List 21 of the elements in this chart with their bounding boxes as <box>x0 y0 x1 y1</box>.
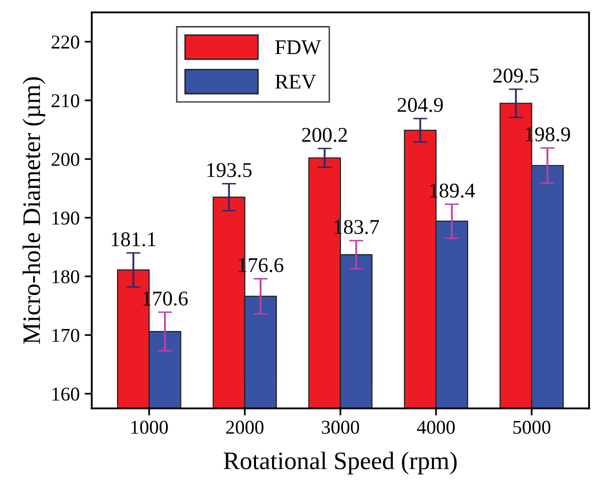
data-label: 200.2 <box>302 128 347 142</box>
y-tick-label: 190 <box>52 212 80 225</box>
x-tick-label: 4000 <box>416 420 455 434</box>
y-tick-label: 220 <box>52 36 80 49</box>
x-tick-label: 5000 <box>513 420 550 434</box>
x-axis-title: Rotational Speed (rpm) <box>224 452 457 474</box>
data-label: 181.1 <box>112 232 156 246</box>
y-tick-label: 170 <box>52 328 80 342</box>
data-label: 204.9 <box>398 98 443 112</box>
x-tick-label: 3000 <box>322 420 360 434</box>
x-tick-label: 2000 <box>226 420 264 434</box>
data-label: 209.5 <box>493 68 539 83</box>
y-tick-label: 200 <box>52 152 80 166</box>
y-tick-label: 180 <box>52 270 80 284</box>
x-tick-label: 1000 <box>131 420 168 434</box>
data-label: 193.5 <box>207 163 252 178</box>
legend-label: FDW <box>275 40 321 54</box>
y-tick-label: 210 <box>52 94 80 108</box>
y-tick-label: 160 <box>52 388 80 401</box>
legend-label: REV <box>275 74 316 89</box>
y-axis-title: Micro-hole Diameter (µm) <box>22 77 46 344</box>
